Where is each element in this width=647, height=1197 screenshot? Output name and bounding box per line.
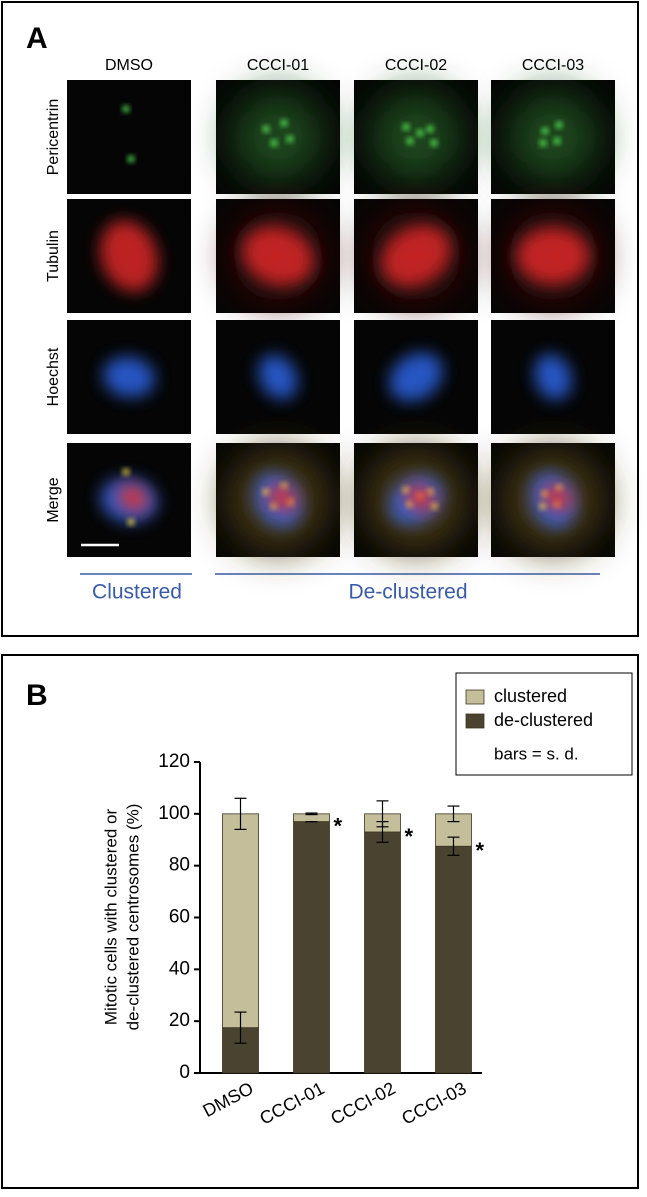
- panel-b-frame: [1, 654, 639, 1189]
- row-label: Merge: [45, 477, 62, 522]
- legend-box: [455, 672, 633, 776]
- micrograph: [354, 443, 478, 557]
- x-tick-label: DMSO: [200, 1078, 257, 1121]
- dot: [539, 139, 547, 147]
- column-label: CCCI-03: [522, 57, 584, 74]
- micrograph: [216, 80, 340, 194]
- image-bg: [67, 80, 191, 194]
- micrograph: [67, 199, 191, 313]
- micrograph: [67, 443, 191, 557]
- micrograph: [354, 199, 478, 313]
- stain: [389, 352, 443, 402]
- legend-swatch: [465, 713, 485, 729]
- bar-segment: [435, 845, 472, 1074]
- dot: [539, 502, 547, 510]
- stain: [242, 226, 314, 286]
- x-tick-label: CCCI-02: [327, 1078, 398, 1129]
- stain: [267, 485, 297, 511]
- micrograph: [354, 320, 478, 434]
- row-label: Pericentrin: [45, 99, 62, 175]
- stain: [516, 228, 590, 284]
- error-bar: [447, 836, 460, 856]
- stain: [103, 356, 155, 398]
- micrograph: [491, 443, 615, 557]
- y-tick-label: 40: [169, 958, 190, 979]
- dot: [430, 139, 438, 147]
- error-bar: [234, 797, 247, 830]
- dot: [406, 137, 414, 145]
- stain: [542, 485, 572, 511]
- micrograph: [491, 320, 615, 434]
- micrograph: [491, 80, 615, 194]
- cell-glow: [508, 92, 598, 182]
- micrograph: [67, 320, 191, 434]
- y-tick-label: 20: [169, 1010, 190, 1031]
- error-bar: [305, 812, 318, 816]
- error-bar: [234, 1011, 247, 1044]
- significance: *: [405, 824, 414, 849]
- group-label: De-clustered: [348, 581, 467, 604]
- micrograph: [491, 199, 615, 313]
- dot: [553, 137, 561, 145]
- dot: [127, 518, 135, 526]
- stain: [534, 354, 572, 400]
- y-tick-label: 120: [158, 751, 190, 772]
- bar-segment: [293, 821, 330, 1074]
- stain: [381, 225, 451, 287]
- y-tick-label: 0: [179, 1062, 190, 1083]
- dot: [541, 127, 549, 135]
- y-tick-label: 80: [169, 855, 190, 876]
- stain: [258, 354, 298, 400]
- stain: [118, 485, 148, 511]
- dot: [416, 129, 424, 137]
- dot: [280, 119, 288, 127]
- row-label: Hoechst: [45, 347, 62, 406]
- error-bar: [447, 805, 460, 823]
- y-axis-label: de-clustered centrosomes (%): [123, 804, 142, 1031]
- group-label: Clustered: [92, 581, 182, 604]
- micrograph: [216, 443, 340, 557]
- legend-note: bars = s. d.: [494, 744, 579, 763]
- legend-label: clustered: [494, 686, 567, 706]
- stain: [99, 220, 159, 292]
- dot: [127, 155, 135, 163]
- dot: [555, 121, 563, 129]
- dot: [122, 105, 130, 113]
- y-axis-label: Mitotic cells with clustered or: [101, 808, 120, 1025]
- dot: [426, 125, 434, 133]
- cell-glow: [371, 92, 461, 182]
- x-tick-label: CCCI-01: [256, 1078, 327, 1129]
- micrograph: [216, 199, 340, 313]
- micrograph: [67, 80, 191, 194]
- x-tick-label: CCCI-03: [398, 1078, 469, 1129]
- bar-segment: [364, 831, 401, 1074]
- dot: [122, 468, 130, 476]
- panel-label: A: [26, 22, 48, 55]
- dot: [402, 123, 410, 131]
- legend-label: de-clustered: [494, 710, 593, 730]
- stain: [405, 485, 435, 511]
- dot: [270, 139, 278, 147]
- panel-a-frame: [1, 1, 639, 637]
- dot: [286, 135, 294, 143]
- micrograph: [354, 80, 478, 194]
- column-label: CCCI-02: [385, 57, 447, 74]
- y-tick-label: 60: [169, 907, 190, 928]
- significance: *: [476, 838, 485, 863]
- column-label: CCCI-01: [247, 57, 309, 74]
- error-bar: [376, 800, 389, 828]
- legend-swatch: [465, 689, 485, 705]
- column-label: DMSO: [105, 57, 153, 74]
- bar-segment: [222, 813, 259, 1029]
- micrograph: [216, 320, 340, 434]
- dot: [262, 125, 270, 133]
- cell-glow: [233, 92, 323, 182]
- y-tick-label: 100: [158, 803, 190, 824]
- significance: *: [334, 813, 343, 838]
- row-label: Tubulin: [45, 230, 62, 282]
- panel-label: B: [26, 679, 48, 712]
